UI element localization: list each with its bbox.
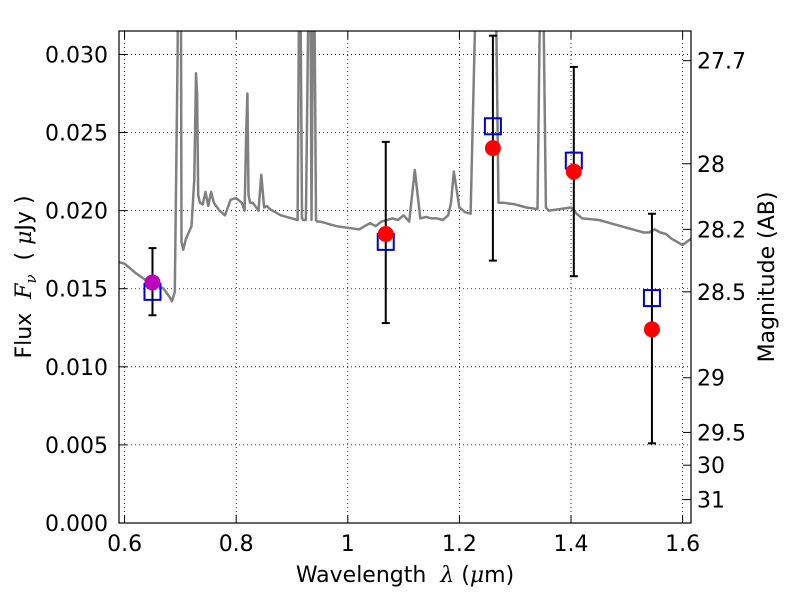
magnitude-axis-ticks: 27.7 28 28.2 28.5 29 29.5 30 31 [683, 50, 746, 514]
model-spectrum [119, 31, 691, 303]
x-axis-title: Wavelength λ (μm) [296, 563, 514, 588]
x-tick-label: 1 [341, 532, 355, 557]
magnitude-tick-label: 29.5 [697, 421, 746, 446]
y-tick-label: 0.005 [45, 434, 108, 459]
grid-lines [119, 31, 691, 523]
x-tick-label: 1.6 [665, 532, 700, 557]
y-axis-ticks: 0.000 0.005 0.010 0.015 0.020 0.025 0.030 [45, 43, 127, 537]
observed-photometry-point [377, 226, 394, 243]
x-tick-label: 1.4 [554, 532, 589, 557]
model-photometry-points [143, 117, 661, 308]
y-tick-label: 0.015 [45, 278, 108, 303]
model-photometry-square [483, 117, 502, 136]
y-tick-label: 0.030 [45, 43, 108, 68]
y-tick-label: 0.010 [45, 356, 108, 381]
x-tick-label: 0.8 [219, 532, 254, 557]
magnitude-tick-label: 27.7 [697, 50, 746, 75]
magnitude-tick-label: 29 [697, 367, 725, 392]
x-tick-label: 0.6 [107, 532, 142, 557]
y-axis-title: Flux Fν ( μJy ) [12, 195, 40, 358]
error-bars [148, 34, 656, 445]
observed-photometry-points [144, 140, 660, 338]
magnitude-tick-label: 31 [697, 489, 725, 514]
magnitude-tick-label: 28.5 [697, 281, 746, 306]
observed-photometry-point [484, 140, 501, 157]
plot-frame [118, 30, 692, 524]
x-tick-label: 1.2 [442, 532, 477, 557]
model-photometry-square [642, 289, 661, 308]
y-tick-label: 0.000 [45, 512, 108, 537]
magnitude-tick-label: 28.2 [697, 218, 746, 243]
y-tick-label: 0.020 [45, 200, 108, 225]
x-axis-ticks: 0.6 0.8 1 1.2 1.4 1.6 [107, 31, 700, 557]
model-spectrum-line [119, 31, 691, 303]
magnitude-tick-label: 30 [697, 454, 725, 479]
observed-photometry-point [643, 321, 660, 338]
magnitude-axis-title: Magnitude (AB) [755, 192, 780, 363]
magnitude-tick-label: 28 [697, 153, 725, 178]
observed-photometry-point [144, 274, 161, 291]
y-tick-label: 0.025 [45, 122, 108, 147]
observed-photometry-point [565, 163, 582, 180]
